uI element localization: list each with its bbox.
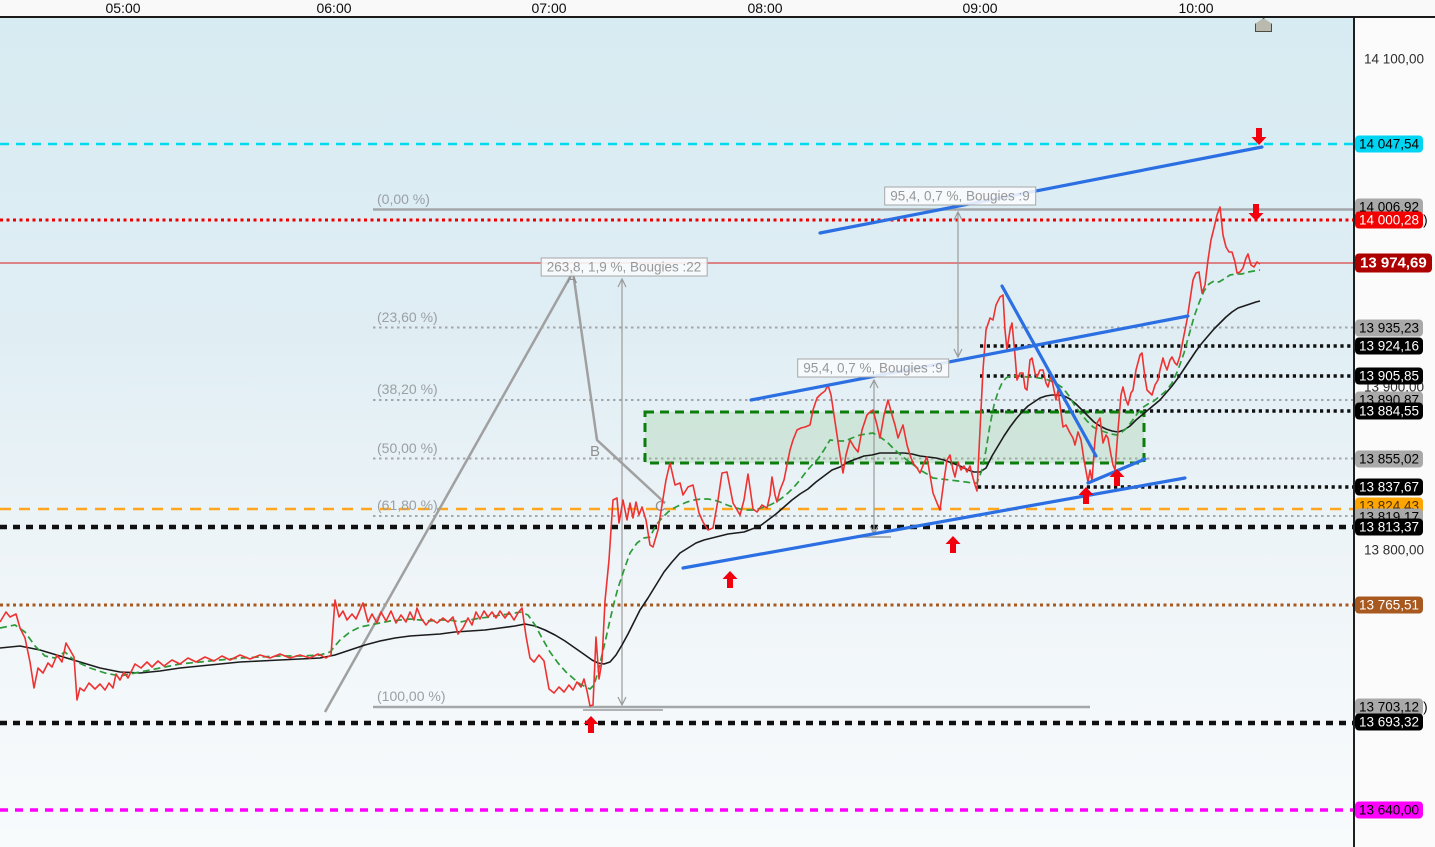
zigzag-letter-B: B — [590, 443, 600, 460]
measure-arrowhead-bottom-0 — [617, 696, 627, 707]
time-tick-08:00: 08:00 — [747, 0, 783, 16]
time-tick-10:00: 10:00 — [1178, 0, 1214, 16]
trend-line-pullback-down[interactable] — [1000, 284, 1098, 458]
buy-arrow-icon-1[interactable] — [722, 571, 738, 588]
measure-arrowhead-bottom-1 — [953, 348, 963, 359]
time-tick-06:00: 06:00 — [316, 0, 352, 16]
measure-arrowhead-top-2 — [869, 378, 879, 389]
time-tick-09:00: 09:00 — [962, 0, 998, 16]
series-price-red — [0, 206, 1261, 707]
sell-arrow-icon-1[interactable] — [1248, 204, 1264, 221]
zigzag-letter-C: C — [655, 498, 666, 515]
series-ma-fast-green — [0, 269, 1261, 690]
measure-arrowhead-top-1 — [953, 210, 963, 221]
chart-plot-area[interactable] — [0, 18, 1353, 847]
buy-arrow-icon-0[interactable] — [583, 716, 599, 733]
buy-arrow-icon-2[interactable] — [945, 536, 961, 553]
sell-arrow-icon-0[interactable] — [1251, 128, 1267, 145]
measure-arrowhead-top-0 — [617, 277, 627, 288]
measure-box-top[interactable]: 95,4, 0,7 %, Bougies :9 — [884, 186, 1036, 206]
measure-box-large[interactable]: 263,8, 1,9 %, Bougies :22 — [540, 257, 708, 277]
time-axis[interactable]: 05:00 06:00 07:00 08:00 09:00 10:00 — [0, 0, 1435, 18]
price-axis-panel[interactable] — [1353, 18, 1435, 847]
fib-label-0: (0,00 %) — [377, 191, 430, 207]
trend-line-upper-channel-top[interactable] — [818, 145, 1264, 235]
series-ma-slow-black — [0, 300, 1261, 674]
trend-line-upper-channel-mid[interactable] — [749, 314, 1190, 402]
abc-zigzag[interactable] — [323, 268, 666, 713]
trend-line-lower-channel[interactable] — [681, 476, 1187, 570]
fib-label-618: (61,80 %) — [377, 497, 438, 513]
time-tick-07:00: 07:00 — [531, 0, 567, 16]
fib-label-50: (50,00 %) — [377, 440, 438, 456]
buy-arrow-icon-4[interactable] — [1109, 469, 1125, 486]
highlight-zone[interactable] — [643, 410, 1146, 465]
fib-label-100: (100,00 %) — [377, 688, 446, 704]
fib-label-382: (38,20 %) — [377, 381, 438, 397]
measure-box-mid[interactable]: 95,4, 0,7 %, Bougies :9 — [797, 358, 949, 378]
zigzag-letter-A: A — [567, 270, 577, 287]
buy-arrow-icon-3[interactable] — [1078, 487, 1094, 504]
fib-label-236: (23,60 %) — [377, 309, 438, 325]
home-icon[interactable] — [1255, 18, 1272, 32]
time-tick-05:00: 05:00 — [105, 0, 141, 16]
